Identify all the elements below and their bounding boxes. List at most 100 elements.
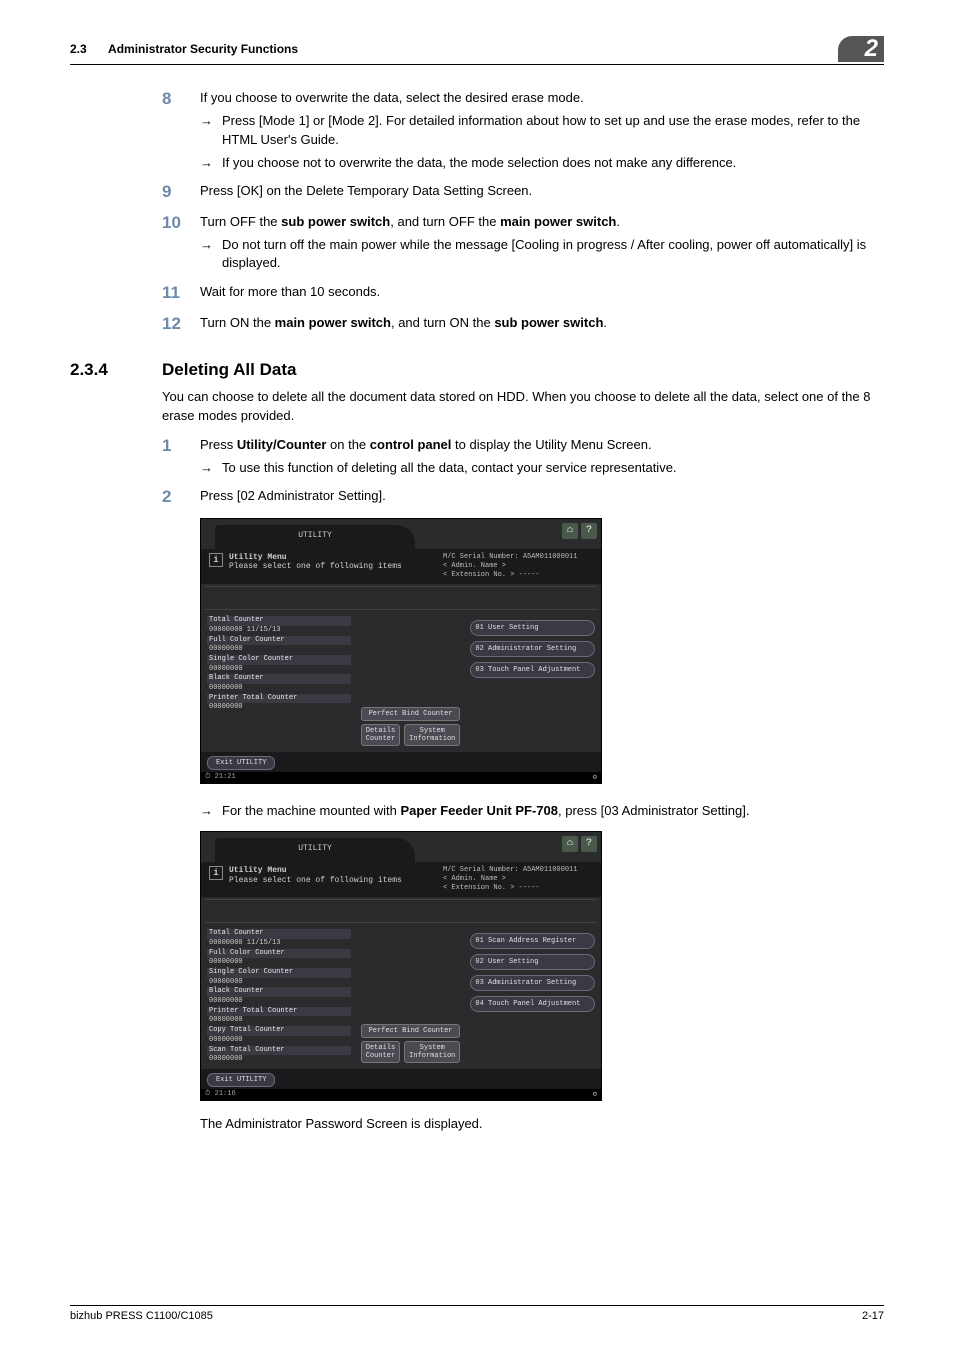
step-text: Press [OK] on the Delete Temporary Data … <box>200 182 884 201</box>
counter-row: 00000000 <box>207 1055 351 1065</box>
utility-menu-button[interactable]: 03 Touch Panel Adjustment <box>470 662 595 678</box>
step-number: 12 <box>162 314 200 334</box>
screen-spacer <box>205 899 597 923</box>
step: 9Press [OK] on the Delete Temporary Data… <box>162 182 884 202</box>
chapter-badge: 2 <box>838 36 884 62</box>
utility-menu-button[interactable]: 01 Scan Address Register <box>470 933 595 949</box>
step-number: 8 <box>162 89 200 172</box>
step: 12Turn ON the main power switch, and tur… <box>162 314 884 334</box>
screen-tab: UTILITY <box>215 525 415 549</box>
step-body: Turn OFF the sub power switch, and turn … <box>200 213 884 274</box>
utility-menu-button[interactable]: 02 User Setting <box>470 954 595 970</box>
step-number: 2 <box>162 487 200 507</box>
step: 8If you choose to overwrite the data, se… <box>162 89 884 172</box>
counter-row: Full Color Counter <box>207 636 351 646</box>
step-text: Press Utility/Counter on the control pan… <box>200 436 884 455</box>
utility-screen-1: UTILITY ⌂ ? i Utility Menu Please select… <box>200 518 602 784</box>
counter-row: 00000000 11/15/13 <box>207 939 351 949</box>
status-time: ⏱ 21:21 <box>205 773 236 782</box>
step: 10Turn OFF the sub power switch, and tur… <box>162 213 884 274</box>
help-icon[interactable]: ? <box>581 836 597 852</box>
utility-menu-button[interactable]: 04 Touch Panel Adjustment <box>470 996 595 1012</box>
header-left: 2.3 Administrator Security Functions <box>70 42 298 56</box>
step-text: Press [02 Administrator Setting]. <box>200 487 884 506</box>
perfect-bind-counter-button[interactable]: Perfect Bind Counter <box>361 1024 461 1038</box>
sub-text: Press [Mode 1] or [Mode 2]. For detailed… <box>222 112 884 150</box>
step-body: Press [OK] on the Delete Temporary Data … <box>200 182 884 202</box>
step-body: Press Utility/Counter on the control pan… <box>200 436 884 478</box>
screen-footer: Exit UTILITY <box>201 1069 601 1089</box>
sub-bullet: →If you choose not to overwrite the data… <box>200 154 884 173</box>
counter-row: 00000000 <box>207 703 351 713</box>
step: 2Press [02 Administrator Setting]. <box>162 487 884 507</box>
step-number: 9 <box>162 182 200 202</box>
arrow-icon: → <box>200 459 222 478</box>
sub-text: If you choose not to overwrite the data,… <box>222 154 884 173</box>
step-text: Turn ON the main power switch, and turn … <box>200 314 884 333</box>
counter-row: 00000000 <box>207 997 351 1007</box>
counter-row: Scan Total Counter <box>207 1046 351 1056</box>
status-time: ⏱ 21:16 <box>205 1090 236 1099</box>
screen-title-text: Utility Menu Please select one of follow… <box>229 553 402 572</box>
utility-screen-2: UTILITY ⌂ ? i Utility Menu Please select… <box>200 831 602 1101</box>
details-counter-button[interactable]: Details Counter <box>361 724 400 746</box>
step-number: 11 <box>162 283 200 303</box>
subsection-title: Deleting All Data <box>162 360 296 380</box>
step-text: Turn OFF the sub power switch, and turn … <box>200 213 884 232</box>
counter-row: 00000000 <box>207 684 351 694</box>
step-text: Wait for more than 10 seconds. <box>200 283 884 302</box>
system-information-button[interactable]: System Information <box>404 724 460 746</box>
arrow-icon: → <box>200 154 222 173</box>
counter-row: 00000000 11/15/13 <box>207 626 351 636</box>
sub-note-after-screen1: → For the machine mounted with Paper Fee… <box>162 798 884 821</box>
counter-row: 00000000 <box>207 1036 351 1046</box>
counter-row: Single Color Counter <box>207 968 351 978</box>
info-icon: i <box>209 866 223 880</box>
counter-row: Copy Total Counter <box>207 1026 351 1036</box>
subsection-heading: 2.3.4 Deleting All Data <box>70 360 884 380</box>
details-counter-button[interactable]: Details Counter <box>361 1041 400 1063</box>
home-icon[interactable]: ⌂ <box>562 836 578 852</box>
arrow-icon: → <box>200 112 222 150</box>
screen-mid-buttons: Perfect Bind Counter Details Counter Sys… <box>361 929 461 1065</box>
screen-spacer <box>205 586 597 610</box>
counter-row: Total Counter <box>207 929 351 939</box>
perfect-bind-counter-button[interactable]: Perfect Bind Counter <box>361 707 461 721</box>
arrow-icon: → <box>200 236 222 274</box>
system-information-button[interactable]: System Information <box>404 1041 460 1063</box>
sub-note-text: For the machine mounted with Paper Feede… <box>222 802 884 821</box>
counter-panel: Total Counter00000000 11/15/13Full Color… <box>207 616 351 748</box>
screen-footer: Exit UTILITY <box>201 752 601 772</box>
exit-utility-button[interactable]: Exit UTILITY <box>207 1073 275 1087</box>
subsection-number: 2.3.4 <box>70 360 162 380</box>
utility-menu-button[interactable]: 03 Administrator Setting <box>470 975 595 991</box>
exit-utility-button[interactable]: Exit UTILITY <box>207 756 275 770</box>
home-icon[interactable]: ⌂ <box>562 523 578 539</box>
status-icon: ⚙ <box>593 773 597 782</box>
sub-bullet: →To use this function of deleting all th… <box>200 459 884 478</box>
counter-panel: Total Counter00000000 11/15/13Full Color… <box>207 929 351 1065</box>
arrow-icon: → <box>200 802 222 821</box>
utility-menu-button[interactable]: 02 Administrator Setting <box>470 641 595 657</box>
counter-row: 00000000 <box>207 958 351 968</box>
screen-titlebar: i Utility Menu Please select one of foll… <box>201 549 601 584</box>
step-body: Wait for more than 10 seconds. <box>200 283 884 303</box>
step-body: If you choose to overwrite the data, sel… <box>200 89 884 172</box>
step-body: Turn ON the main power switch, and turn … <box>200 314 884 334</box>
step-body: Press [02 Administrator Setting]. <box>200 487 884 507</box>
screen-tab: UTILITY <box>215 838 415 862</box>
utility-menu-button[interactable]: 01 User Setting <box>470 620 595 636</box>
step-text: If you choose to overwrite the data, sel… <box>200 89 884 108</box>
screen-serial-info: M/C Serial Number: A5AM011000011 < Admin… <box>443 553 593 580</box>
sub-bullet: →Press [Mode 1] or [Mode 2]. For detaile… <box>200 112 884 150</box>
counter-row: Black Counter <box>207 987 351 997</box>
counter-row: 00000000 <box>207 645 351 655</box>
counter-row: Printer Total Counter <box>207 1007 351 1017</box>
content-body: 8If you choose to overwrite the data, se… <box>70 89 884 1134</box>
sub-text: To use this function of deleting all the… <box>222 459 884 478</box>
counter-row: Full Color Counter <box>207 949 351 959</box>
section-title: Administrator Security Functions <box>108 42 298 56</box>
menu-panel: 01 Scan Address Register 02 User Setting 0… <box>470 929 595 1065</box>
help-icon[interactable]: ? <box>581 523 597 539</box>
screen-mid-buttons: Perfect Bind Counter Details Counter Sys… <box>361 616 461 748</box>
